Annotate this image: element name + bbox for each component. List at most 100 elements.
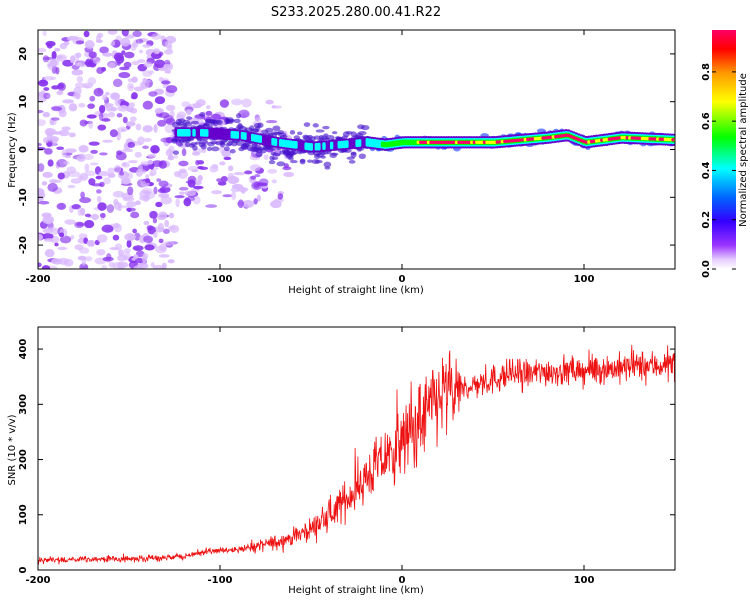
signal-cell — [615, 136, 619, 140]
signal-cell — [564, 133, 568, 138]
signal-cell — [559, 134, 563, 138]
noise-blob — [132, 30, 142, 38]
colorbar-ticks: 0.0 0.2 0.4 0.6 0.8 — [701, 63, 736, 278]
noise-blob — [97, 124, 107, 131]
noise-blob — [87, 103, 95, 109]
noise-blob — [79, 197, 92, 204]
noise-blob — [131, 92, 138, 100]
signal-cell — [622, 135, 627, 140]
noise-blob — [96, 234, 108, 243]
signal-halo — [303, 122, 311, 127]
noise-blob — [138, 49, 144, 54]
colorbar-label: Normalized spectral amplitude — [738, 73, 749, 227]
signal-cell — [561, 134, 566, 138]
noise-blob — [154, 107, 165, 115]
signal-cell — [442, 140, 446, 145]
noise-blob — [99, 152, 108, 156]
noise-blob — [143, 235, 154, 244]
noise-blob — [43, 137, 49, 144]
noise-blob — [106, 204, 115, 213]
scatter-blob — [256, 194, 262, 202]
noise-blob — [115, 54, 125, 64]
signal-cell — [518, 138, 522, 142]
noise-blob — [42, 56, 54, 61]
noise-blob — [79, 119, 88, 127]
signal-cell — [538, 136, 543, 140]
noise-blob — [68, 132, 76, 138]
noise-blob — [112, 190, 125, 198]
noise-blob — [51, 50, 57, 60]
scatter-blob — [193, 185, 204, 190]
snr-y-ticks: 0 100 200 300 400 — [18, 339, 675, 573]
noise-blob — [165, 40, 173, 49]
signal-cell — [541, 136, 545, 140]
signal-cell — [592, 139, 596, 143]
signal-halo — [348, 159, 356, 164]
noise-blob — [123, 61, 132, 68]
signal-cell — [625, 136, 629, 140]
noise-blob — [101, 118, 111, 122]
noise-blob — [142, 100, 154, 110]
scatter-blob — [184, 190, 197, 197]
noise-blob — [133, 232, 141, 241]
signal-cell — [661, 137, 665, 142]
noise-blob — [153, 123, 158, 133]
snr-y-label: SNR (10 * v/v) — [7, 414, 18, 485]
x-tick-label: 100 — [574, 575, 595, 586]
noise-blob — [95, 39, 103, 44]
signal-cell — [638, 136, 642, 141]
scatter-blob — [173, 170, 182, 178]
signal-cell — [449, 140, 454, 145]
signal-cell — [650, 137, 655, 141]
noise-blob — [101, 224, 114, 233]
y-tick-label: 20 — [18, 47, 29, 61]
scatter-blob — [283, 171, 295, 178]
noise-blob — [89, 95, 96, 102]
signal-halo — [271, 156, 279, 161]
scatter-blob — [191, 169, 199, 173]
noise-blob — [122, 197, 135, 202]
signal-halo — [192, 144, 198, 151]
signal-cell — [508, 139, 512, 143]
noise-blob — [118, 249, 125, 257]
scatter-blob — [220, 176, 228, 183]
noise-blob — [79, 247, 90, 254]
signal-cell — [294, 141, 298, 149]
noise-blob — [96, 195, 102, 203]
noise-blob — [56, 90, 64, 96]
noise-blob — [113, 201, 122, 211]
signal-cell — [630, 136, 635, 140]
scatter-blob — [221, 149, 232, 158]
noise-blob — [134, 151, 142, 158]
colorbar-tick-label: 0.4 — [701, 162, 712, 180]
signal-cell — [439, 140, 443, 145]
noise-blob — [56, 202, 66, 210]
noise-blob — [158, 76, 164, 82]
signal-cell — [452, 140, 456, 145]
noise-blob — [152, 232, 158, 238]
noise-blob — [114, 97, 121, 107]
noise-blob — [158, 180, 169, 188]
noise-blob — [158, 211, 168, 220]
signal-cell — [656, 137, 660, 141]
signal-cell — [500, 139, 505, 144]
scatter-blob — [228, 165, 234, 172]
signal-halo — [172, 150, 180, 155]
noise-blob — [67, 35, 79, 41]
colorbar-gradient — [712, 30, 736, 269]
signal-halo — [323, 161, 332, 168]
signal-cell — [605, 137, 609, 142]
scatter-blob — [271, 179, 277, 184]
noise-blob — [88, 51, 97, 59]
noise-blob — [107, 173, 116, 178]
noise-blob — [59, 43, 68, 50]
noise-blob — [62, 99, 74, 104]
scatter-blob — [185, 109, 192, 116]
x-tick-label: 0 — [399, 575, 406, 586]
noise-blob — [165, 104, 176, 111]
noise-blob — [38, 119, 47, 126]
noise-blob — [99, 104, 106, 114]
signal-cell — [477, 140, 482, 145]
signal-halo — [186, 116, 193, 120]
noise-blob — [122, 116, 128, 124]
